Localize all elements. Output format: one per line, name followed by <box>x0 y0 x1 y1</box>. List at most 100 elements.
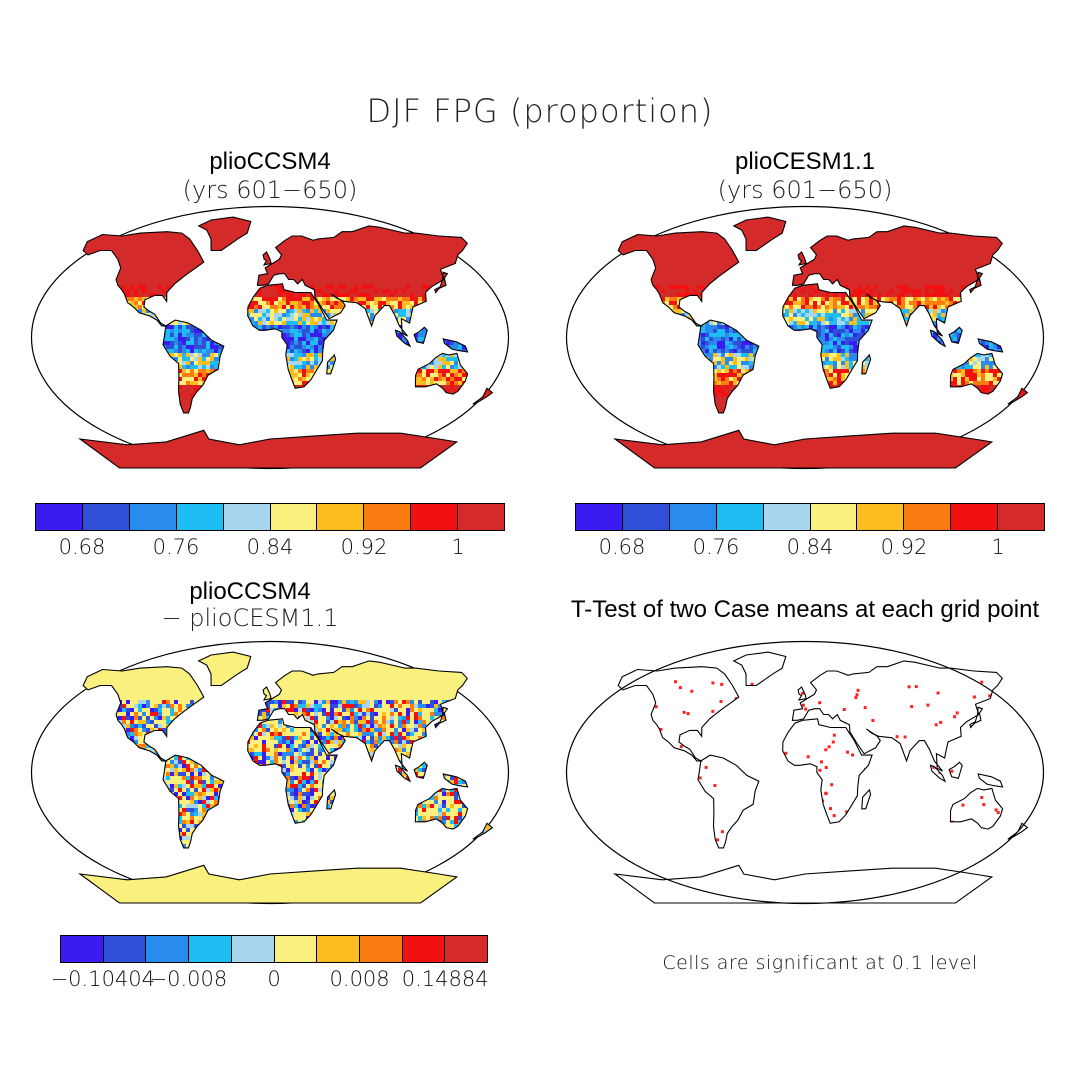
colorbar-tick-label: −0.008 <box>150 967 228 991</box>
colorbar-top-left: 0.68 0.76 0.84 0.92 1 <box>35 503 505 563</box>
coastline-borneo <box>413 326 428 344</box>
coastline-new-guinea <box>442 338 469 353</box>
coastline-antarctica <box>77 429 459 469</box>
colorbar-top-right: 0.68 0.76 0.84 0.92 1 <box>575 503 1045 563</box>
colorbar-diff: −0.10404 −0.008 0 0.008 0.14884 <box>51 935 489 995</box>
map-bottom-left <box>30 640 510 905</box>
colorbar-swatch <box>622 504 670 530</box>
colorbar-swatch <box>411 504 459 530</box>
colorbar-swatch <box>223 504 271 530</box>
colorbar-swatch <box>82 504 130 530</box>
colorbar-swatch <box>364 504 412 530</box>
coastline-eurasia <box>256 660 469 772</box>
colorbar-tick-label: 0.92 <box>341 535 388 559</box>
coastline-new-zealand <box>472 387 494 405</box>
coastline-new-guinea <box>977 773 1004 788</box>
colorbar-swatch <box>176 504 224 530</box>
colorbar-swatch <box>317 504 365 530</box>
colorbar-tick-label: 0.68 <box>599 535 646 559</box>
coastline-antarctica <box>77 864 459 904</box>
colorbar-tick-label: 0 <box>267 967 280 991</box>
coastline-madagascar <box>326 788 337 810</box>
coastline-new-zealand <box>1007 387 1029 405</box>
coastline-north-america <box>82 231 205 327</box>
coastline-eurasia <box>791 660 1004 772</box>
coastline-borneo <box>948 761 963 779</box>
coastline-sumatra <box>394 329 412 348</box>
colorbar-swatch <box>359 936 403 962</box>
colorbar-swatch <box>951 504 999 530</box>
colorbar-tick-label: 0.92 <box>881 535 928 559</box>
map-top-right <box>565 205 1045 470</box>
colorbar-tick-label: 0.008 <box>330 967 390 991</box>
colorbar-top-right-swatches <box>575 503 1045 531</box>
coastline-africa <box>247 283 338 389</box>
colorbar-swatch <box>103 936 147 962</box>
panel-title-top-right: plioCESM1.1 <box>565 148 1045 176</box>
colorbar-diff-ticks: −0.10404 −0.008 0 0.008 0.14884 <box>51 967 489 995</box>
colorbar-swatch <box>810 504 858 530</box>
colorbar-swatch <box>445 936 488 962</box>
panel-subtitle-bottom-left: − plioCESM1.1 <box>30 604 470 632</box>
colorbar-swatch <box>576 504 623 530</box>
coastline-eurasia <box>791 225 1004 337</box>
colorbar-swatch <box>317 936 360 962</box>
coastline-australia <box>949 787 1004 830</box>
colorbar-swatch <box>129 504 177 530</box>
colorbar-diff-swatches <box>60 935 488 963</box>
coastline-new-zealand <box>472 822 494 840</box>
coastline-sumatra <box>929 764 947 783</box>
coastline-africa <box>782 283 873 389</box>
coastline-australia <box>949 352 1004 395</box>
panel-title-bottom-right: T-Test of two Case means at each grid po… <box>545 596 1065 624</box>
panel-title-top-left: plioCCSM4 <box>30 148 510 176</box>
colorbar-swatch <box>274 936 318 962</box>
coastline-greenland <box>197 651 252 687</box>
coastline-africa <box>782 718 873 824</box>
colorbar-swatch <box>36 504 83 530</box>
panel-subtitle-top-left: (yrs 601−650) <box>30 176 510 204</box>
colorbar-top-right-ticks: 0.68 0.76 0.84 0.92 1 <box>575 535 1045 563</box>
colorbar-swatch <box>189 936 232 962</box>
coastline-sumatra <box>929 329 947 348</box>
coastline-japan <box>434 271 449 294</box>
colorbar-swatch <box>857 504 905 530</box>
colorbar-swatch <box>402 936 446 962</box>
colorbar-top-left-swatches <box>35 503 505 531</box>
colorbar-swatch <box>716 504 764 530</box>
colorbar-tick-label: 0.76 <box>153 535 200 559</box>
map-top-left <box>30 205 510 470</box>
coastline-australia <box>414 352 469 395</box>
coastline-antarctica <box>612 864 994 904</box>
coastline-south-america <box>697 754 760 849</box>
coastline-sumatra <box>394 764 412 783</box>
panel-subtitle-top-right: (yrs 601−650) <box>565 176 1045 204</box>
coastline-uk <box>262 251 272 266</box>
coastline-madagascar <box>861 353 872 375</box>
coastline-north-america <box>617 231 740 327</box>
coastline-greenland <box>732 216 787 252</box>
panel-title-bottom-left: plioCCSM4 <box>30 578 470 606</box>
coastline-north-america <box>617 666 740 762</box>
coastline-new-zealand <box>1007 822 1029 840</box>
significance-note: Cells are significant at 0.1 level <box>570 952 1070 974</box>
colorbar-swatch <box>763 504 811 530</box>
map-bottom-right <box>565 640 1045 905</box>
coastline-uk <box>797 686 807 701</box>
coastline-new-guinea <box>977 338 1004 353</box>
coastline-greenland <box>732 651 787 687</box>
colorbar-tick-label: 1 <box>451 535 464 559</box>
coastline-antarctica <box>612 429 994 469</box>
colorbar-tick-label: 1 <box>991 535 1004 559</box>
coastline-south-america <box>697 319 760 414</box>
colorbar-tick-label: 0.76 <box>693 535 740 559</box>
colorbar-swatch <box>146 936 190 962</box>
coastline-borneo <box>948 326 963 344</box>
coastline-eurasia <box>256 225 469 337</box>
coastline-south-america <box>162 754 225 849</box>
colorbar-swatch <box>669 504 717 530</box>
coastline-africa <box>247 718 338 824</box>
coastline-japan <box>434 706 449 729</box>
colorbar-tick-label: 0.84 <box>787 535 834 559</box>
colorbar-tick-label: 0.84 <box>247 535 294 559</box>
